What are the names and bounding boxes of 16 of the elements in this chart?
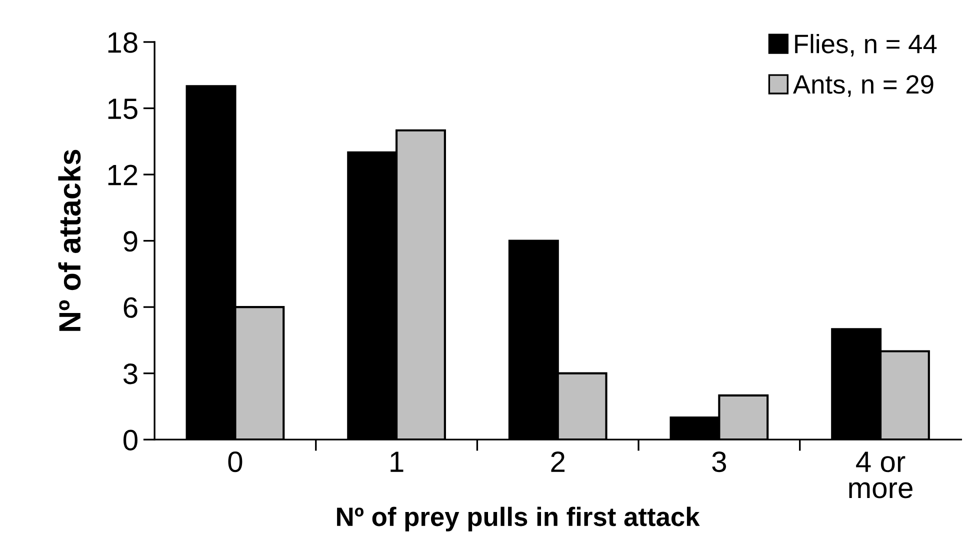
x-tick-label: 1 xyxy=(390,452,404,472)
legend-label: Flies, n = 44 xyxy=(795,34,937,56)
y-axis-title: Nº of attacks xyxy=(58,150,81,331)
x-tick-label: 0 xyxy=(228,451,242,472)
y-tick-label: 6 xyxy=(124,297,138,318)
y-tick-label: 18 xyxy=(108,32,138,53)
y-tick-label: 0 xyxy=(124,430,138,450)
x-tick-label: 4 or more xyxy=(849,452,912,498)
y-tick-label: 9 xyxy=(124,231,138,252)
y-tick-label: 12 xyxy=(108,164,138,186)
x-tick-label: 3 xyxy=(712,451,726,472)
x-tick-label: 2 xyxy=(551,451,565,472)
legend-label: Ants, n = 29 xyxy=(793,75,934,97)
y-tick-label: 3 xyxy=(123,364,138,384)
y-tick-label: 15 xyxy=(108,98,138,120)
x-axis-title: Nº of prey pulls in first attack xyxy=(337,506,700,532)
